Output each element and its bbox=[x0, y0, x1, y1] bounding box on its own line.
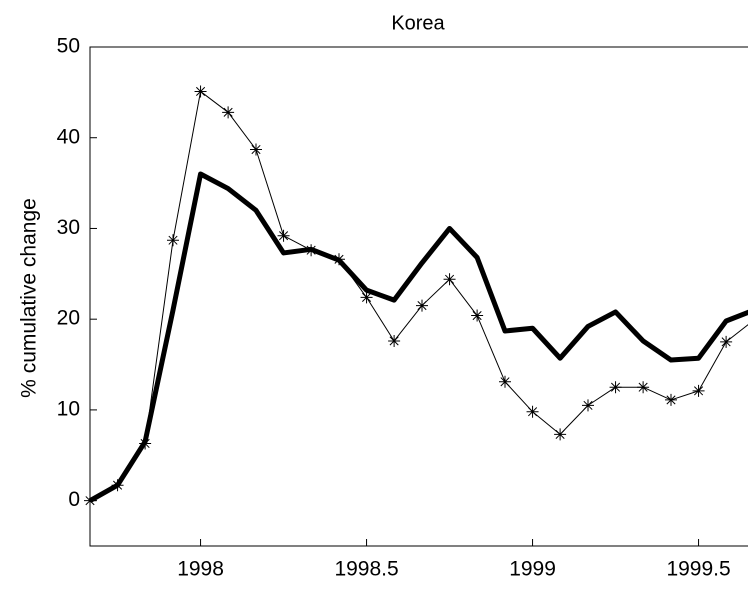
series-line bbox=[89, 90, 748, 502]
asterisk-marker bbox=[720, 335, 733, 348]
asterisk-marker bbox=[554, 428, 567, 441]
asterisk-marker bbox=[443, 273, 456, 286]
asterisk-marker bbox=[84, 494, 96, 507]
plot-frame bbox=[89, 46, 748, 547]
asterisk-marker bbox=[499, 375, 511, 388]
y-axis-label: % cumulative change bbox=[18, 198, 41, 398]
asterisk-marker bbox=[333, 253, 345, 266]
asterisk-marker bbox=[139, 437, 152, 450]
asterisk-marker bbox=[526, 405, 539, 418]
asterisk-marker bbox=[222, 106, 235, 119]
asterisk-marker bbox=[637, 381, 650, 394]
asterisk-marker bbox=[471, 309, 484, 322]
y-tick-label: 20 bbox=[57, 307, 80, 330]
x-tick-label: 1998 bbox=[177, 558, 224, 581]
asterisk-marker bbox=[277, 229, 290, 242]
asterisk-marker bbox=[692, 384, 705, 397]
x-tick-label: 1999 bbox=[509, 558, 556, 581]
asterisk-marker bbox=[194, 85, 207, 98]
x-tick-label: 1999.5 bbox=[666, 558, 730, 581]
y-tick-label: 0 bbox=[68, 488, 80, 511]
asterisk-marker bbox=[665, 393, 677, 406]
chart-title: Korea bbox=[391, 12, 445, 34]
asterisk-marker bbox=[582, 399, 594, 412]
asterisk-marker bbox=[305, 244, 318, 257]
asterisk-marker bbox=[250, 143, 262, 156]
asterisk-marker bbox=[416, 299, 428, 312]
asterisk-marker bbox=[360, 291, 373, 304]
asterisk-marker bbox=[111, 479, 124, 492]
y-tick-label: 30 bbox=[57, 216, 80, 239]
asterisk-marker bbox=[167, 234, 179, 247]
y-tick-label: 40 bbox=[57, 125, 80, 148]
x-tick-label: 1998.5 bbox=[334, 558, 398, 581]
asterisk-marker bbox=[388, 334, 401, 347]
series-line bbox=[88, 171, 748, 503]
y-tick-label: 10 bbox=[57, 397, 80, 420]
y-tick-label: 50 bbox=[57, 35, 80, 58]
asterisk-marker bbox=[609, 381, 622, 394]
